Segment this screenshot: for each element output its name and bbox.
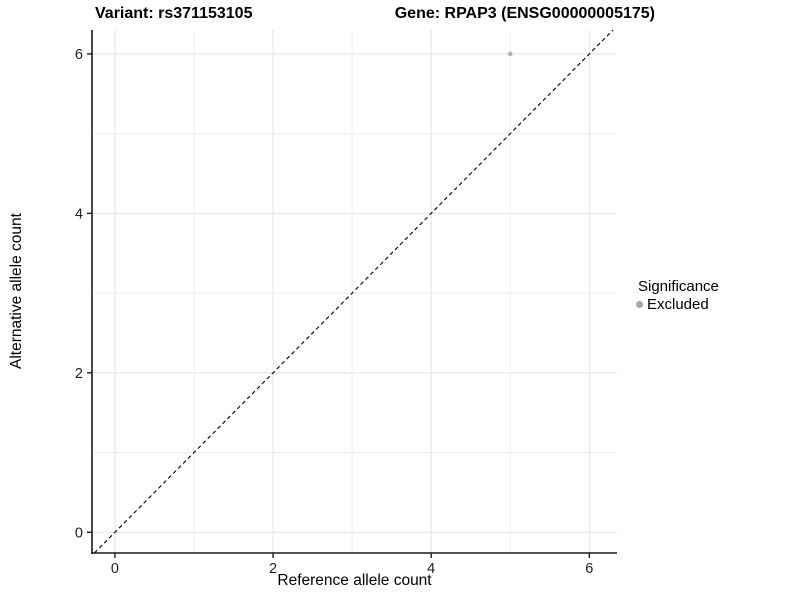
x-tick-label: 6	[585, 561, 593, 577]
y-tick-label: 4	[75, 206, 83, 222]
x-tick-label: 2	[269, 561, 277, 577]
data-point	[507, 51, 513, 57]
legend-item-label: Excluded	[647, 296, 709, 313]
y-tick-label: 2	[75, 366, 83, 382]
identity-line	[93, 29, 614, 554]
legend: Significance Excluded	[636, 278, 719, 313]
y-tick-label: 0	[75, 525, 83, 541]
plot-title-row: Variant: rs371153105 Gene: RPAP3 (ENSG00…	[95, 4, 655, 24]
plot-title-gene: Gene: RPAP3 (ENSG00000005175)	[394, 5, 655, 22]
x-axis-title: Reference allele count	[277, 572, 432, 589]
plot-title-variant: Variant: rs371153105	[95, 5, 253, 22]
y-tick-label: 6	[75, 47, 83, 63]
y-axis-title: Alternative allele count	[8, 213, 25, 370]
x-tick-label: 0	[111, 561, 119, 577]
legend-item-excluded: Excluded	[636, 296, 719, 313]
x-tick-label: 4	[427, 561, 435, 577]
legend-title: Significance	[638, 278, 719, 295]
legend-point-icon	[636, 301, 643, 308]
